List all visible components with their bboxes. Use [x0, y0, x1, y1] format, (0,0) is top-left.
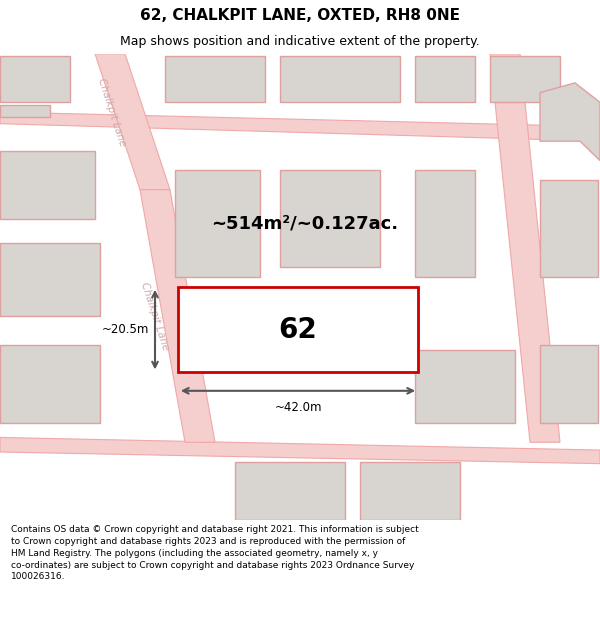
Bar — [360, 462, 460, 520]
Polygon shape — [540, 83, 600, 161]
Polygon shape — [140, 190, 215, 442]
Bar — [280, 56, 400, 102]
Text: ~20.5m: ~20.5m — [101, 323, 149, 336]
Polygon shape — [0, 438, 600, 464]
Bar — [540, 180, 598, 277]
Bar — [178, 287, 418, 372]
Text: 62: 62 — [278, 316, 317, 344]
Text: ~514m²/~0.127ac.: ~514m²/~0.127ac. — [211, 215, 398, 232]
Bar — [280, 170, 380, 268]
Bar — [165, 56, 265, 102]
Text: Contains OS data © Crown copyright and database right 2021. This information is : Contains OS data © Crown copyright and d… — [11, 525, 419, 581]
Bar — [0, 151, 95, 219]
Text: Chalkpit Lane: Chalkpit Lane — [96, 77, 128, 148]
Bar — [415, 171, 475, 277]
Bar — [490, 56, 560, 102]
Text: 62, CHALKPIT LANE, OXTED, RH8 0NE: 62, CHALKPIT LANE, OXTED, RH8 0NE — [140, 8, 460, 22]
Bar — [0, 105, 50, 117]
Bar — [540, 345, 598, 423]
Bar — [0, 56, 70, 102]
Bar — [235, 462, 345, 520]
Text: Map shows position and indicative extent of the property.: Map shows position and indicative extent… — [120, 36, 480, 48]
Bar — [415, 56, 475, 102]
Bar — [0, 345, 100, 423]
Bar — [175, 171, 260, 277]
Text: ~42.0m: ~42.0m — [274, 401, 322, 414]
Text: Chalkpit Lane: Chalkpit Lane — [139, 281, 171, 351]
Bar — [0, 243, 100, 316]
Polygon shape — [490, 54, 560, 442]
Polygon shape — [0, 112, 600, 141]
Bar — [415, 350, 515, 423]
Polygon shape — [95, 54, 170, 190]
